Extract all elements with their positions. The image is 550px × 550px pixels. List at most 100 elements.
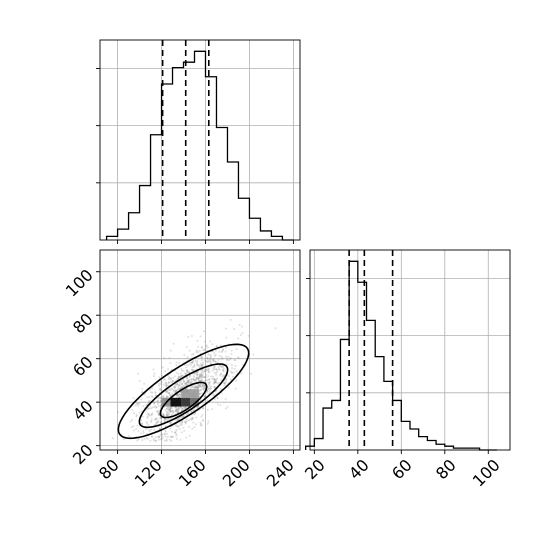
joint-scatter-point — [165, 384, 168, 386]
joint-scatter-point — [155, 410, 158, 413]
joint-scatter-point — [196, 345, 199, 348]
joint-scatter-point — [157, 399, 160, 402]
joint-scatter-point — [180, 380, 183, 383]
joint-scatter-point — [165, 414, 168, 417]
joint-scatter-point — [176, 383, 179, 386]
joint-scatter-point — [146, 396, 149, 399]
joint-scatter-point — [171, 392, 174, 395]
joint-scatter-point — [140, 432, 142, 435]
joint-scatter-point — [159, 417, 162, 420]
joint-scatter-point — [174, 430, 177, 433]
joint-scatter-point — [205, 369, 208, 372]
joint-scatter-point — [214, 353, 217, 356]
joint-scatter-point — [170, 394, 173, 397]
joint-scatter-point — [181, 382, 184, 385]
joint-scatter-point — [199, 384, 202, 387]
joint-scatter-point — [203, 370, 206, 373]
joint-density-cell — [170, 397, 182, 407]
joint-scatter-point — [180, 422, 183, 425]
joint-scatter-point — [134, 404, 137, 407]
joint-scatter-point — [216, 396, 219, 399]
joint-scatter-point — [177, 384, 180, 387]
joint-scatter-point — [177, 408, 180, 411]
joint-scatter-point — [143, 393, 146, 396]
joint-scatter-point — [187, 382, 190, 385]
joint-scatter-point — [155, 417, 158, 420]
joint-scatter-point — [169, 421, 172, 424]
joint-scatter-point — [188, 371, 191, 374]
joint-scatter-point — [172, 376, 175, 379]
joint-scatter-point — [213, 354, 216, 357]
joint-scatter-point — [189, 374, 192, 377]
joint-scatter-point — [200, 374, 203, 377]
joint-scatter-point — [194, 386, 197, 389]
joint-scatter-point — [157, 413, 160, 416]
joint-scatter-point — [131, 418, 133, 421]
joint-scatter-point — [150, 418, 153, 421]
joint-scatter-point — [165, 385, 168, 387]
joint-scatter-point — [200, 346, 203, 349]
joint-scatter-point — [208, 381, 211, 384]
joint-scatter-point — [166, 407, 169, 410]
joint-scatter-point — [191, 417, 194, 419]
joint-scatter-point — [122, 438, 125, 441]
joint-scatter-point — [156, 400, 159, 403]
joint-scatter-point — [167, 381, 170, 384]
joint-scatter-point — [165, 419, 168, 422]
joint-scatter-point — [185, 346, 188, 348]
joint-scatter-point — [178, 417, 181, 420]
joint-scatter-point — [196, 386, 199, 389]
joint-scatter-point — [177, 377, 180, 380]
joint-scatter-point — [196, 373, 199, 376]
joint-scatter-point — [178, 427, 181, 430]
joint-scatter-point — [180, 420, 183, 423]
joint-scatter-point — [154, 394, 157, 397]
joint-scatter-point — [178, 383, 181, 386]
joint-scatter-point — [169, 410, 172, 413]
joint-scatter-point — [188, 425, 190, 428]
joint-scatter-point — [188, 419, 190, 422]
joint-scatter-point — [201, 369, 203, 372]
joint-scatter-point — [191, 361, 194, 364]
joint-scatter-point — [193, 376, 196, 379]
joint-scatter-point — [167, 368, 169, 371]
joint-scatter-point — [207, 353, 210, 356]
joint-scatter-point — [224, 382, 226, 385]
joint-scatter-point — [165, 389, 168, 392]
joint-scatter-point — [224, 378, 227, 381]
joint-scatter-point — [178, 407, 181, 410]
joint-scatter-point — [237, 356, 240, 359]
joint-scatter-point — [195, 380, 198, 383]
joint-scatter-point — [161, 366, 164, 369]
joint-scatter-point — [185, 417, 188, 420]
joint-scatter-point — [178, 375, 181, 378]
joint-scatter-point — [172, 410, 175, 413]
joint-scatter-point — [198, 373, 201, 376]
joint-scatter-point — [182, 415, 185, 418]
joint-scatter-point — [169, 377, 172, 380]
joint-scatter-point — [141, 387, 144, 390]
joint-scatter-point — [147, 401, 150, 404]
joint-scatter-point — [155, 422, 158, 425]
joint-scatter-point — [233, 367, 236, 370]
joint-scatter-point — [136, 439, 139, 442]
joint-scatter-point — [168, 408, 171, 411]
joint-scatter-point — [184, 372, 187, 375]
joint-scatter-point — [163, 433, 166, 436]
joint-scatter-point — [185, 381, 188, 384]
joint-scatter-point — [160, 433, 163, 435]
joint-scatter-point — [189, 381, 192, 384]
joint-scatter-point — [207, 370, 210, 373]
joint-scatter-point — [185, 369, 188, 371]
joint-scatter-point — [222, 381, 225, 384]
joint-scatter-point — [169, 406, 172, 409]
joint-scatter-point — [234, 359, 237, 362]
joint-scatter-point — [214, 349, 217, 352]
joint-scatter-point — [187, 363, 190, 366]
joint-scatter-point — [203, 375, 206, 378]
joint-scatter-point — [186, 356, 189, 359]
joint-scatter-point — [153, 406, 155, 409]
joint-scatter-point — [167, 389, 170, 392]
joint-scatter-point — [222, 348, 225, 351]
joint-scatter-point — [239, 334, 242, 336]
